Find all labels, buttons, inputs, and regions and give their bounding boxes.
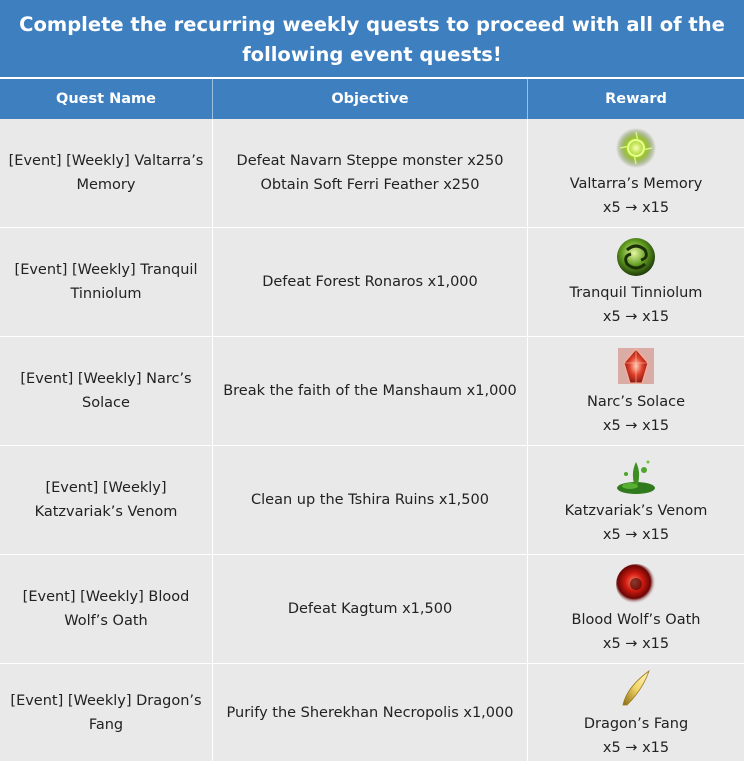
objective-cell: Defeat Kagtum x1,500: [213, 555, 528, 663]
reward-name: Narc’s Solace: [586, 394, 685, 410]
red-orb-icon: [614, 562, 658, 606]
objective-text: Defeat Navarn Steppe monster x250: [236, 153, 504, 169]
header-quest-name: Quest Name: [0, 79, 213, 119]
objective-cell: Clean up the Tshira Ruins x1,500: [213, 446, 528, 554]
reward-name: Tranquil Tinniolum: [569, 285, 703, 301]
banner-title: Complete the recurring weekly quests to …: [0, 0, 744, 79]
reward-name: Dragon’s Fang: [583, 715, 689, 732]
table-row: [Event] [Weekly] Katzvariak’s Venom Clea…: [0, 446, 744, 555]
table-row: [Event] [Weekly] Narc’s Solace Break the…: [0, 337, 744, 446]
reward-quantity: x5 → x15: [602, 200, 670, 216]
reward-quantity: x5 → x15: [602, 527, 670, 543]
reward-cell: Blood Wolf’s Oath x5 → x15: [528, 555, 744, 663]
quest-name: [Event] [Weekly] Blood Wolf’s Oath: [0, 555, 213, 663]
objective-text: Clean up the Tshira Ruins x1,500: [251, 492, 489, 508]
objective-text: Purify the Sherekhan Necropolis x1,000: [226, 704, 514, 721]
table-header: Quest Name Objective Reward: [0, 79, 744, 119]
reward-cell: Katzvariak’s Venom x5 → x15: [528, 446, 744, 554]
reward-quantity: x5 → x15: [602, 309, 670, 325]
green-orb-icon: [614, 126, 658, 170]
objective-text: Obtain Soft Ferri Feather x250: [260, 177, 480, 193]
reward-quantity: x5 → x15: [602, 739, 670, 756]
objective-cell: Purify the Sherekhan Necropolis x1,000: [213, 664, 528, 761]
objective-cell: Defeat Forest Ronaros x1,000: [213, 228, 528, 336]
objective-text: Break the faith of the Manshaum x1,000: [223, 383, 517, 399]
header-objective: Objective: [213, 79, 528, 119]
header-reward: Reward: [605, 91, 667, 107]
golden-fang-icon: [614, 666, 658, 710]
venom-puddle-icon: [614, 453, 658, 497]
red-crystal-icon: [614, 344, 658, 388]
reward-cell: Narc’s Solace x5 → x15: [528, 337, 744, 445]
quest-name: [Event] [Weekly] Narc’s Solace: [0, 337, 213, 445]
reward-quantity: x5 → x15: [602, 418, 670, 434]
objective-text: Defeat Kagtum x1,500: [287, 601, 453, 617]
objective-text: Defeat Forest Ronaros x1,000: [262, 274, 478, 290]
green-swirl-icon: [614, 235, 658, 279]
quest-name: [Event] [Weekly] Dragon’s Fang: [0, 664, 213, 761]
reward-cell: Dragon’s Fang x5 → x15: [528, 664, 744, 761]
reward-name: Valtarra’s Memory: [569, 176, 703, 192]
reward-name: Blood Wolf’s Oath: [571, 612, 701, 628]
table-row: [Event] [Weekly] Dragon’s Fang Purify th…: [0, 664, 744, 762]
table-row: [Event] [Weekly] Valtarra’s Memory Defea…: [0, 119, 744, 228]
reward-cell: Valtarra’s Memory x5 → x15: [528, 119, 744, 227]
quest-name: [Event] [Weekly] Tranquil Tinniolum: [0, 228, 213, 336]
table-row: [Event] [Weekly] Blood Wolf’s Oath Defea…: [0, 555, 744, 664]
reward-name: Katzvariak’s Venom: [564, 503, 708, 519]
quest-name: [Event] [Weekly] Katzvariak’s Venom: [0, 446, 213, 554]
quest-name: [Event] [Weekly] Valtarra’s Memory: [0, 119, 213, 227]
objective-cell: Break the faith of the Manshaum x1,000: [213, 337, 528, 445]
reward-cell: Tranquil Tinniolum x5 → x15: [528, 228, 744, 336]
objective-cell: Defeat Navarn Steppe monster x250 Obtain…: [213, 119, 528, 227]
reward-quantity: x5 → x15: [602, 636, 670, 652]
table-row: [Event] [Weekly] Tranquil Tinniolum Defe…: [0, 228, 744, 337]
